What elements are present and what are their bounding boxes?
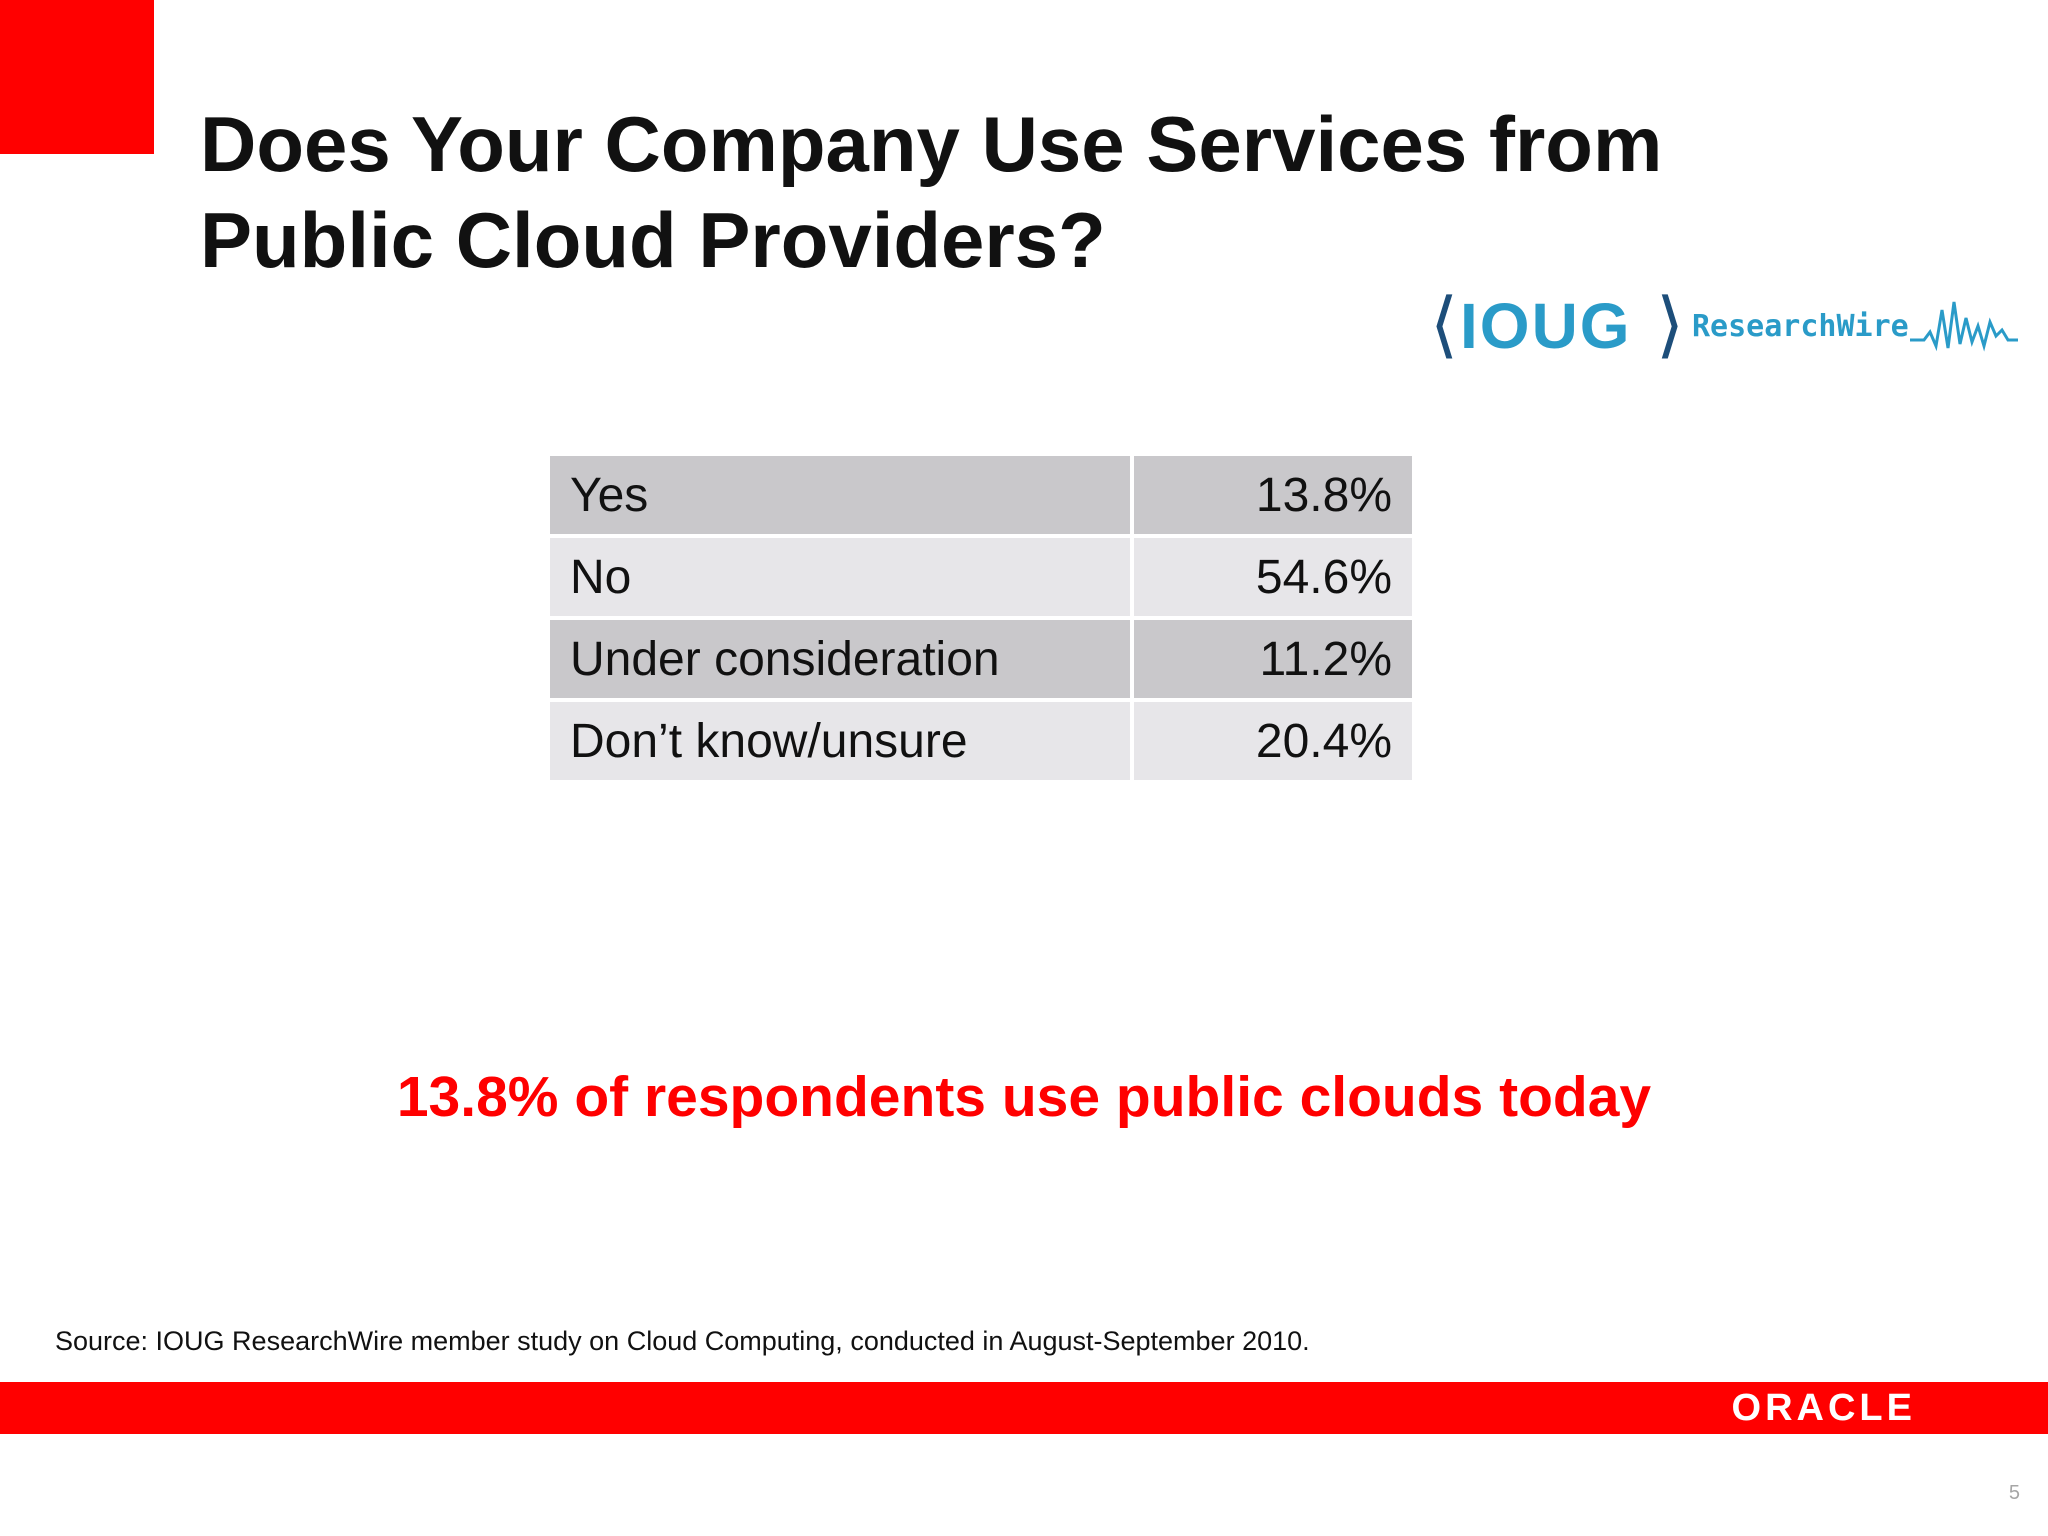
row-value: 20.4% [1130,698,1416,784]
table-row: Under consideration 11.2% [546,616,1416,702]
row-label: No [546,534,1134,620]
slide-title-line-2: Public Cloud Providers? [200,196,1106,284]
table-row: Don’t know/unsure 20.4% [546,698,1416,784]
row-label: Under consideration [546,616,1134,702]
logo-subtitle: ResearchWire [1692,309,1909,344]
row-label: Don’t know/unsure [546,698,1134,784]
oracle-logo: ORACLE [1731,1387,1916,1429]
red-corner-block [0,0,154,154]
row-label: Yes [546,452,1134,538]
ioug-researchwire-logo: ⟨ IOUG ⟩ ResearchWire [1430,285,2020,365]
logo-left-bracket: ⟨ [1430,285,1459,365]
page-number: 5 [2008,1482,2020,1504]
key-finding: 13.8% of respondents use public clouds t… [396,1065,1652,1129]
row-value: 11.2% [1130,616,1416,702]
slide-title: Does Your Company Use Services from Publ… [200,96,1800,288]
logo-mark: IOUG [1460,290,1632,362]
footer-bar: ORACLE [0,1382,2048,1434]
row-value: 13.8% [1130,452,1416,538]
results-table: Yes 13.8% No 54.6% Under consideration 1… [546,452,1416,784]
table-row: Yes 13.8% [546,452,1416,538]
slide-title-line-1: Does Your Company Use Services from [200,100,1663,188]
waveform-icon [1910,301,2018,352]
table-row: No 54.6% [546,534,1416,620]
logo-right-bracket: ⟩ [1656,285,1685,365]
row-value: 54.6% [1130,534,1416,620]
source-note: Source: IOUG ResearchWire member study o… [55,1326,1310,1356]
